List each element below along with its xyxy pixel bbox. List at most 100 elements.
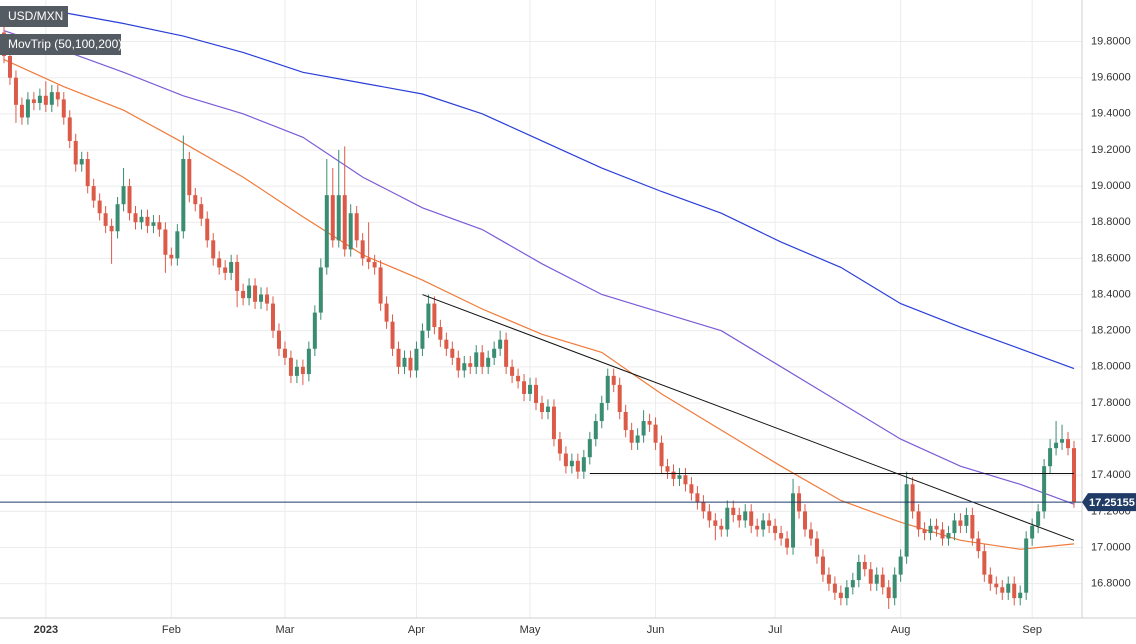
candle-body <box>276 330 281 349</box>
candle-body <box>43 95 48 105</box>
y-tick-label: 19.8000 <box>1091 35 1131 47</box>
candle-body <box>826 574 831 584</box>
candle-body <box>103 213 108 226</box>
candle-body <box>988 574 993 584</box>
candle-body <box>79 159 84 165</box>
candle-body <box>922 529 927 534</box>
candle-body <box>426 303 431 331</box>
candle-body <box>886 587 891 599</box>
candle-body <box>743 511 748 521</box>
candle-body <box>551 406 556 440</box>
candle-body <box>892 574 897 599</box>
candle-body <box>163 229 168 255</box>
candle-body <box>731 507 736 515</box>
candle-body <box>7 56 12 78</box>
candle-body <box>773 525 778 534</box>
candle-body <box>253 285 258 302</box>
candle-body <box>856 561 861 581</box>
candle-body <box>169 254 174 259</box>
candle-body <box>67 117 72 141</box>
candle-body <box>456 357 461 371</box>
candle-body <box>623 412 628 431</box>
candle-body <box>378 267 383 304</box>
candle-body <box>175 231 180 259</box>
candle-body <box>115 204 120 232</box>
candle-body <box>653 424 658 443</box>
candle-body <box>73 140 78 165</box>
candle-body <box>127 186 132 214</box>
candle-body <box>850 580 855 588</box>
candle-body <box>976 538 981 552</box>
candle-body <box>958 520 963 526</box>
candle-body <box>342 195 347 250</box>
candle-body <box>916 511 921 530</box>
candle-body <box>300 366 305 375</box>
y-tick-label: 18.8000 <box>1091 216 1131 228</box>
candle-body <box>785 538 790 548</box>
candle-body <box>510 366 515 376</box>
candle-body <box>844 587 849 599</box>
candle-body <box>384 303 389 322</box>
candle-body <box>874 574 879 584</box>
candle-body <box>498 339 503 349</box>
candle-body <box>707 511 712 521</box>
candle-body <box>1066 439 1071 449</box>
candle-body <box>928 525 933 534</box>
candle-body <box>247 285 252 299</box>
last-price-label: 17.25155 <box>1089 497 1135 509</box>
candle-body <box>444 339 449 349</box>
candle-body <box>318 267 323 313</box>
y-tick-label: 19.2000 <box>1091 144 1131 156</box>
candle-body <box>581 457 586 472</box>
candle-body <box>354 213 359 241</box>
candle-body <box>545 406 550 412</box>
x-tick-label: Jul <box>768 624 782 636</box>
candle-body <box>19 104 24 118</box>
candle-body <box>659 442 664 467</box>
grid <box>0 0 1082 618</box>
y-tick-label: 18.4000 <box>1091 288 1131 300</box>
candle-body <box>814 538 819 557</box>
candle-body <box>1012 583 1017 599</box>
candle-body <box>803 511 808 530</box>
candle-body <box>737 515 742 521</box>
candle-body <box>348 213 353 250</box>
candle-body <box>599 402 604 422</box>
candle-body <box>862 561 867 570</box>
y-tick-label: 17.4000 <box>1091 469 1131 481</box>
candle-body <box>683 475 688 485</box>
x-tick-label: Sep <box>1022 624 1042 636</box>
candle-body <box>1060 439 1065 443</box>
y-tick-label: 18.6000 <box>1091 252 1131 264</box>
candle-body <box>808 529 813 539</box>
candle-body <box>205 218 210 241</box>
candle-body <box>910 484 915 512</box>
candle-body <box>259 294 264 302</box>
candle-body <box>312 312 317 349</box>
candle-body <box>474 352 479 367</box>
x-tick-label: Jun <box>647 624 665 636</box>
candle-body <box>139 216 144 223</box>
candle-body <box>1030 525 1035 539</box>
candle-body <box>145 216 150 226</box>
moving-average-line <box>3 8 1075 370</box>
y-tick-label: 19.4000 <box>1091 108 1131 120</box>
candle-body <box>306 348 311 375</box>
candle-body <box>647 421 652 425</box>
candle-body <box>671 471 676 479</box>
candle-body <box>749 511 754 526</box>
candle-body <box>677 475 682 479</box>
candle-body <box>713 520 718 526</box>
candle-body <box>964 515 969 526</box>
y-tick-label: 18.2000 <box>1091 325 1131 337</box>
candle-body <box>1054 442 1059 449</box>
candle-body <box>1072 448 1076 503</box>
candle-body <box>235 262 240 291</box>
candle-body <box>904 484 909 557</box>
candle-body <box>288 357 293 376</box>
y-tick-label: 19.6000 <box>1091 72 1131 84</box>
candle-body <box>994 583 999 588</box>
candle-body <box>629 430 634 443</box>
trend-line <box>422 294 1075 541</box>
